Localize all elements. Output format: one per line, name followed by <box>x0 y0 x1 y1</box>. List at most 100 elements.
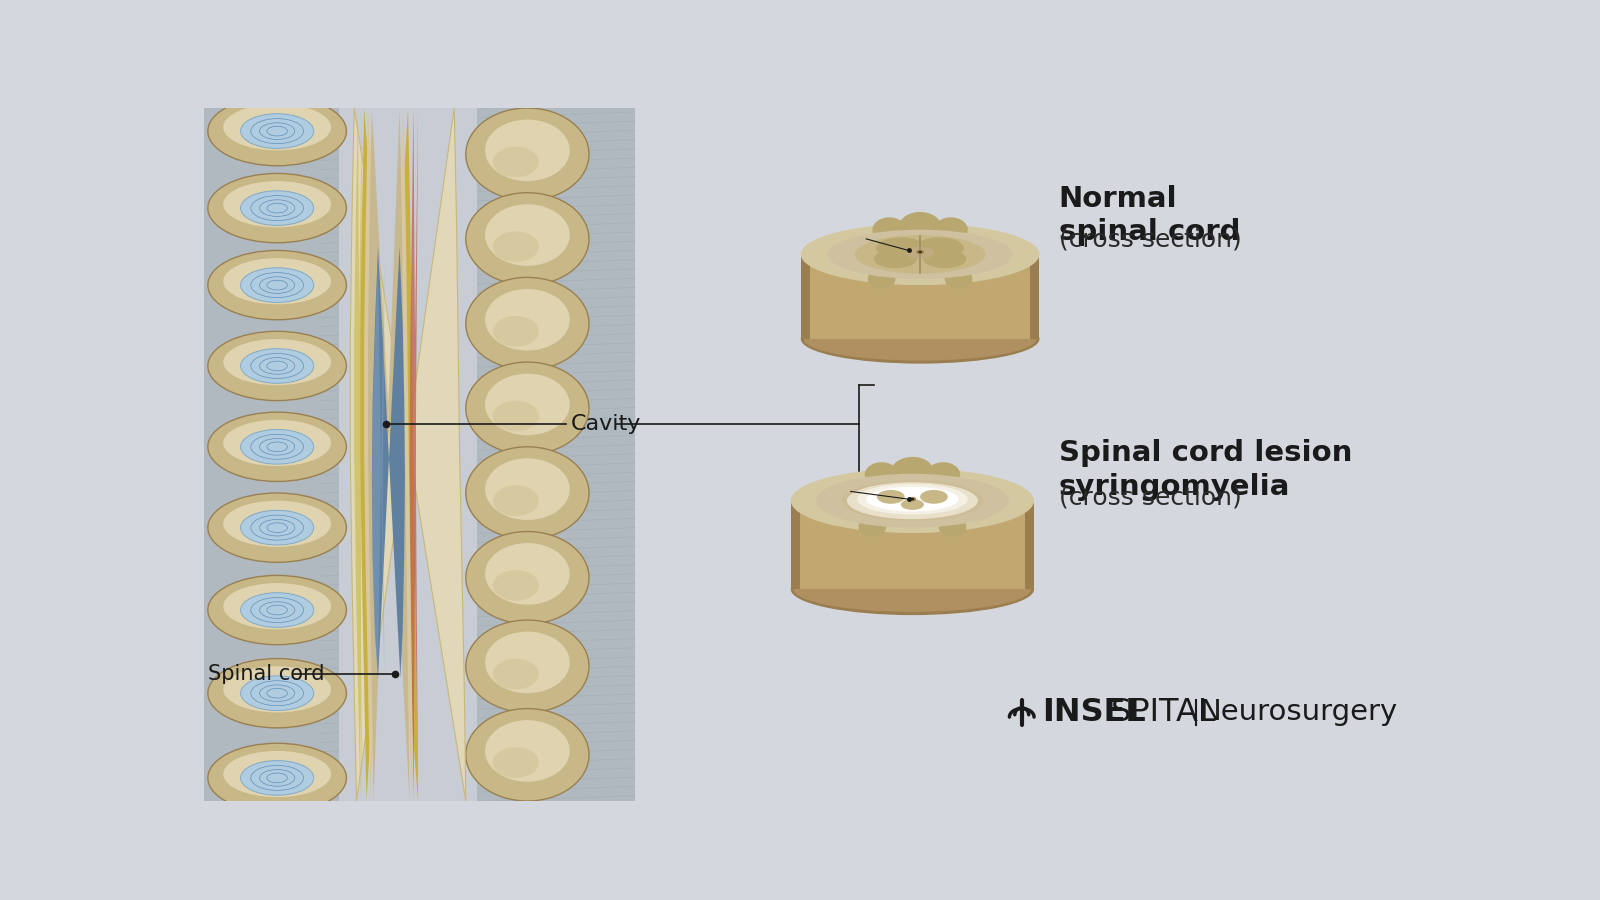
Polygon shape <box>371 262 384 674</box>
Polygon shape <box>354 108 362 801</box>
Text: Cavity: Cavity <box>571 414 642 434</box>
Ellipse shape <box>915 238 963 259</box>
Ellipse shape <box>224 339 331 385</box>
Ellipse shape <box>208 659 347 728</box>
Ellipse shape <box>466 446 589 539</box>
Text: Normal
spinal cord: Normal spinal cord <box>1059 185 1240 247</box>
Ellipse shape <box>240 760 314 796</box>
Polygon shape <box>1026 500 1034 590</box>
Ellipse shape <box>466 108 589 201</box>
Ellipse shape <box>466 620 589 713</box>
Ellipse shape <box>224 583 331 629</box>
Polygon shape <box>360 108 418 801</box>
Polygon shape <box>339 108 477 801</box>
Ellipse shape <box>208 743 347 813</box>
Ellipse shape <box>906 247 934 259</box>
Ellipse shape <box>493 747 539 778</box>
Ellipse shape <box>493 485 539 516</box>
Text: INSEL: INSEL <box>1042 697 1146 728</box>
Ellipse shape <box>466 277 589 370</box>
Polygon shape <box>368 108 410 801</box>
Ellipse shape <box>485 120 570 181</box>
Text: Spinal cord lesion
syringomyelia: Spinal cord lesion syringomyelia <box>1059 439 1352 500</box>
Polygon shape <box>365 108 413 801</box>
Ellipse shape <box>466 532 589 624</box>
Ellipse shape <box>790 468 1034 533</box>
Ellipse shape <box>920 490 947 504</box>
Polygon shape <box>800 255 810 339</box>
Polygon shape <box>810 255 1030 339</box>
Polygon shape <box>205 108 635 801</box>
Ellipse shape <box>485 204 570 266</box>
Ellipse shape <box>867 269 896 289</box>
Ellipse shape <box>485 720 570 782</box>
Ellipse shape <box>800 223 1040 285</box>
Ellipse shape <box>466 708 589 801</box>
Ellipse shape <box>224 666 331 713</box>
Text: (cross section): (cross section) <box>1059 485 1242 509</box>
Ellipse shape <box>224 104 331 150</box>
Ellipse shape <box>208 493 347 562</box>
Ellipse shape <box>934 217 968 242</box>
Ellipse shape <box>240 268 314 302</box>
Ellipse shape <box>240 429 314 464</box>
Ellipse shape <box>240 676 314 710</box>
Ellipse shape <box>485 289 570 350</box>
Ellipse shape <box>899 212 942 243</box>
Text: (cross section): (cross section) <box>1059 228 1242 251</box>
Ellipse shape <box>208 412 347 482</box>
Ellipse shape <box>466 362 589 454</box>
Ellipse shape <box>939 517 966 537</box>
Ellipse shape <box>224 751 331 797</box>
Text: Neurosurgery: Neurosurgery <box>1200 698 1398 726</box>
Ellipse shape <box>485 458 570 520</box>
Ellipse shape <box>493 400 539 431</box>
Ellipse shape <box>224 500 331 547</box>
Ellipse shape <box>910 498 914 500</box>
Ellipse shape <box>926 463 960 487</box>
Ellipse shape <box>208 575 347 644</box>
Ellipse shape <box>859 517 886 537</box>
Ellipse shape <box>240 348 314 383</box>
Ellipse shape <box>864 463 899 487</box>
Ellipse shape <box>858 484 968 515</box>
Ellipse shape <box>877 238 925 259</box>
Ellipse shape <box>224 258 331 304</box>
Ellipse shape <box>493 147 539 177</box>
Polygon shape <box>790 500 800 590</box>
Ellipse shape <box>208 250 347 320</box>
Ellipse shape <box>240 191 314 225</box>
Polygon shape <box>205 108 1437 801</box>
Ellipse shape <box>466 193 589 285</box>
Ellipse shape <box>800 314 1040 364</box>
Polygon shape <box>350 108 466 801</box>
Ellipse shape <box>872 217 906 242</box>
Ellipse shape <box>874 249 917 268</box>
Ellipse shape <box>846 482 978 519</box>
Ellipse shape <box>891 457 934 488</box>
Ellipse shape <box>208 331 347 400</box>
Polygon shape <box>371 247 405 678</box>
Ellipse shape <box>923 249 966 268</box>
Ellipse shape <box>827 230 1013 279</box>
Text: Spinal cord: Spinal cord <box>208 664 325 684</box>
Ellipse shape <box>240 113 314 148</box>
Ellipse shape <box>794 567 1030 612</box>
Ellipse shape <box>493 316 539 346</box>
Ellipse shape <box>240 593 314 627</box>
Text: SPITAL: SPITAL <box>1110 697 1216 728</box>
Ellipse shape <box>877 490 904 504</box>
Polygon shape <box>410 108 418 801</box>
Ellipse shape <box>208 174 347 243</box>
Ellipse shape <box>918 251 922 253</box>
Ellipse shape <box>485 374 570 436</box>
Polygon shape <box>1030 255 1040 339</box>
Ellipse shape <box>944 269 973 289</box>
Polygon shape <box>800 500 1026 590</box>
Ellipse shape <box>493 231 539 262</box>
Ellipse shape <box>485 632 570 693</box>
Ellipse shape <box>493 570 539 601</box>
Ellipse shape <box>493 659 539 689</box>
Ellipse shape <box>854 235 986 274</box>
Ellipse shape <box>790 563 1034 615</box>
